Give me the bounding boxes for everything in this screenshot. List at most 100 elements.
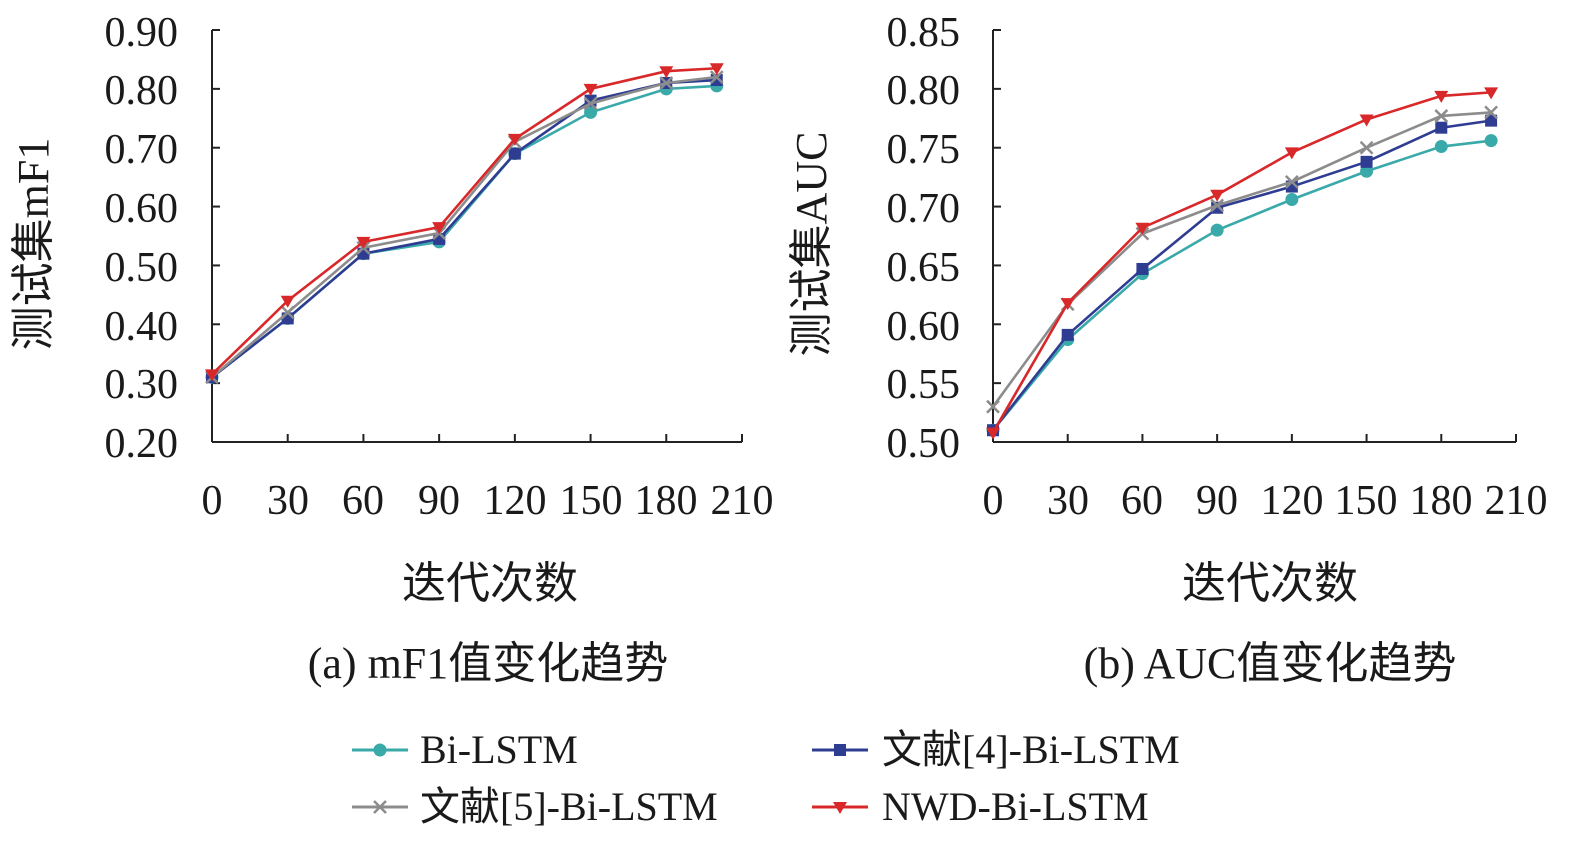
chart-b-x-axis-title: 迭代次数	[1182, 559, 1358, 608]
chart-a-y-ticks: 0.90 0.80 0.70 0.60 0.50 0.40 0.30 0.20	[105, 10, 179, 467]
data-point-nwd-bi-lstm	[709, 63, 724, 76]
x-tick-label: 180	[635, 478, 698, 524]
x-tick-label: 0	[983, 478, 1004, 524]
x-tick-label: 120	[484, 478, 547, 524]
x-tick-label: 90	[1196, 478, 1238, 524]
legend-swatch-ref4	[812, 744, 868, 756]
data-point-nwd-bi-lstm	[986, 427, 1000, 440]
data-point-nwd-bi-lstm	[432, 222, 447, 235]
legend-swatch-ref5	[352, 800, 408, 814]
y-tick-label: 0.65	[887, 245, 961, 291]
legend-label: 文献[4]-Bi-LSTM	[882, 727, 1180, 772]
legend: Bi-LSTM 文献[4]-Bi-LSTM 文献[5]-Bi-LSTM NWD-…	[352, 727, 1180, 829]
chart-b-caption: (b) AUC值变化趋势	[1084, 639, 1457, 688]
y-tick-label: 0.85	[887, 10, 961, 56]
series-ref5-bi-lstm	[205, 70, 724, 385]
series-nwd-bi-lstm	[986, 87, 1499, 440]
data-point-ref4-bi-lstm	[1061, 328, 1074, 341]
series-line-nwd-bi-lstm	[211, 66, 717, 376]
legend-item-bi-lstm: Bi-LSTM	[352, 727, 578, 772]
y-tick-label: 0.60	[887, 304, 961, 350]
data-point-bi-lstm	[584, 105, 598, 119]
series-line-ref5-bi-lstm	[211, 75, 717, 379]
data-point-ref4-bi-lstm	[1485, 114, 1498, 127]
data-point-bi-lstm	[1434, 140, 1448, 154]
legend-item-nwd: NWD-Bi-LSTM	[812, 784, 1149, 829]
series-line-ref5-bi-lstm	[991, 111, 1492, 408]
y-tick-label: 0.60	[105, 186, 179, 232]
x-tick-label: 90	[418, 478, 460, 524]
series-bi-lstm	[205, 79, 724, 384]
legend-swatch-bi-lstm	[352, 743, 408, 757]
y-tick-label: 0.50	[887, 421, 961, 467]
x-tick-label: 180	[1410, 478, 1473, 524]
chart-a-series	[205, 63, 724, 385]
data-point-bi-lstm	[1210, 223, 1224, 237]
data-point-bi-lstm	[1484, 134, 1498, 148]
data-point-ref5-bi-lstm	[1484, 105, 1498, 120]
data-point-nwd-bi-lstm	[1060, 298, 1075, 311]
y-tick-label: 0.55	[887, 362, 961, 408]
x-tick-label: 150	[560, 478, 623, 524]
data-point-nwd-bi-lstm	[1210, 189, 1225, 202]
data-point-ref4-bi-lstm	[1435, 121, 1448, 134]
legend-label: NWD-Bi-LSTM	[882, 784, 1149, 829]
x-tick-label: 60	[1121, 478, 1163, 524]
series-ref4-bi-lstm	[206, 74, 723, 384]
data-point-nwd-bi-lstm	[1135, 222, 1150, 235]
data-point-nwd-bi-lstm	[659, 66, 674, 79]
chart-a-y-axis-title: 测试集mF1	[9, 138, 58, 351]
x-tick-label: 30	[1047, 478, 1089, 524]
data-point-nwd-bi-lstm	[205, 369, 219, 382]
chart-a-x-axis-title: 迭代次数	[402, 559, 578, 608]
legend-swatch-nwd	[812, 802, 868, 814]
data-point-ref4-bi-lstm	[1360, 155, 1373, 168]
data-point-ref5-bi-lstm	[583, 96, 598, 111]
data-point-ref5-bi-lstm	[1284, 174, 1299, 189]
legend-marker	[833, 802, 847, 814]
series-line-ref4-bi-lstm	[991, 119, 1492, 432]
legend-marker	[373, 800, 387, 814]
series-line-ref4-bi-lstm	[211, 78, 717, 379]
data-point-bi-lstm	[1360, 164, 1374, 178]
series-line-bi-lstm	[211, 84, 717, 379]
data-point-ref4-bi-lstm	[1136, 262, 1149, 275]
x-tick-label: 0	[202, 478, 223, 524]
data-point-nwd-bi-lstm	[507, 133, 522, 146]
y-tick-label: 0.70	[887, 186, 961, 232]
data-point-nwd-bi-lstm	[1434, 90, 1449, 103]
x-tick-label: 210	[1485, 478, 1548, 524]
y-tick-label: 0.40	[105, 304, 179, 350]
data-point-ref5-bi-lstm	[1359, 140, 1374, 155]
y-tick-label: 0.80	[105, 68, 179, 114]
data-point-ref5-bi-lstm	[280, 305, 295, 320]
chart-b-y-ticks: 0.85 0.80 0.75 0.70 0.65 0.60 0.55 0.50	[887, 10, 961, 467]
x-tick-label: 30	[267, 478, 309, 524]
series-line-bi-lstm	[991, 139, 1492, 432]
series-ref4-bi-lstm	[987, 114, 1498, 437]
legend-label: Bi-LSTM	[420, 727, 578, 772]
x-tick-label: 60	[342, 478, 384, 524]
y-tick-label: 0.80	[887, 68, 961, 114]
data-point-bi-lstm	[1285, 193, 1299, 207]
x-tick-label: 210	[711, 478, 774, 524]
series-nwd-bi-lstm	[205, 63, 724, 382]
data-point-ref4-bi-lstm	[508, 147, 521, 160]
chart-b: 0.85 0.80 0.75 0.70 0.65 0.60 0.55 0.50 …	[787, 10, 1548, 688]
data-point-nwd-bi-lstm	[1484, 87, 1499, 100]
y-tick-label: 0.30	[105, 362, 179, 408]
data-point-nwd-bi-lstm	[583, 83, 598, 96]
chart-a-caption: (a) mF1值变化趋势	[308, 639, 669, 688]
chart-b-y-axis-title: 测试集AUC	[787, 132, 836, 357]
y-tick-label: 0.50	[105, 245, 179, 291]
data-point-ref5-bi-lstm	[1434, 109, 1449, 123]
data-point-nwd-bi-lstm	[1284, 147, 1299, 160]
data-point-ref5-bi-lstm	[1210, 198, 1225, 213]
y-tick-label: 0.90	[105, 10, 179, 56]
y-tick-label: 0.75	[887, 127, 961, 173]
chart-b-x-ticks: 0 30 60 90 120 150 180 210	[983, 478, 1548, 524]
y-tick-label: 0.20	[105, 421, 179, 467]
legend-label: 文献[5]-Bi-LSTM	[420, 784, 718, 829]
data-point-nwd-bi-lstm	[280, 295, 295, 308]
